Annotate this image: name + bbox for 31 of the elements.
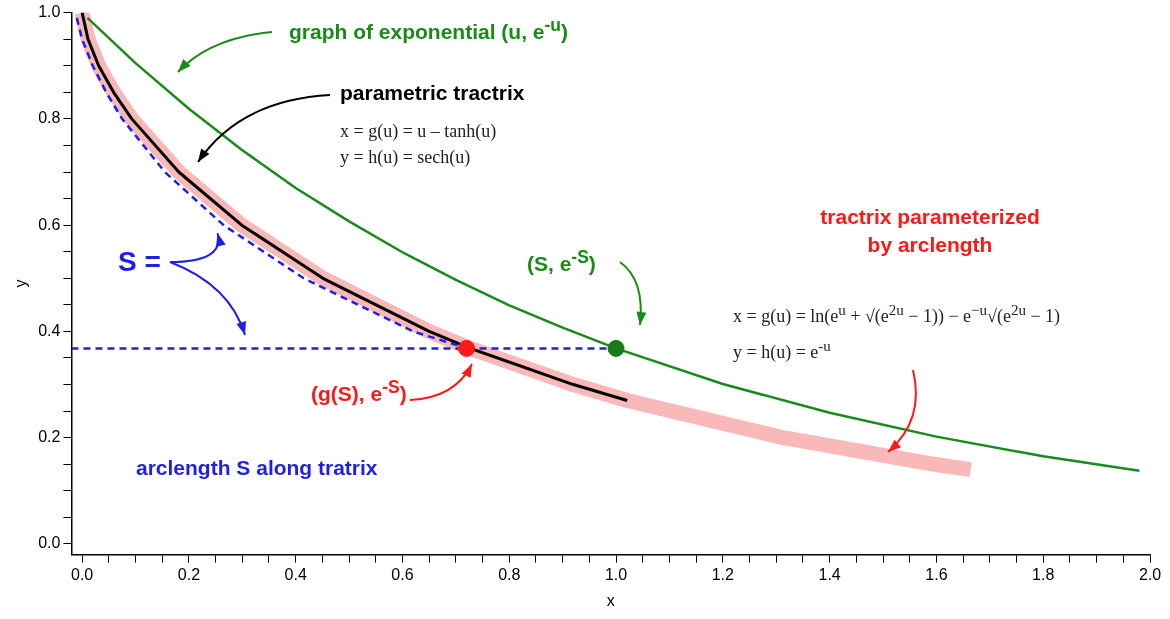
annotation: (g(S), e$^{-S}$)	[311, 377, 407, 406]
text: x = g(u) = ln(e$^{u}$ + √(e$^{2u}$ − 1)) − e$^{−u}$√(e$^{2u}$ − 1)	[733, 301, 1061, 326]
annotation: graph of exponential (u, e$^{-u}$)	[289, 15, 569, 44]
x-tick-label: 1.6	[925, 565, 948, 583]
x-tick-label: 1.4	[818, 565, 841, 583]
annotation: x = g(u) = u – tanh(u)	[340, 121, 497, 142]
y-tick-label: 0.0	[38, 534, 61, 552]
x-tick-label: 0.8	[498, 565, 521, 583]
x-tick-label: 0.2	[177, 565, 201, 583]
annotation: tractrix parameterized	[820, 205, 1040, 229]
y-tick-label: 0.6	[38, 215, 61, 233]
annotation: by arclength	[867, 233, 993, 257]
x-tick-label: 1.0	[604, 565, 628, 583]
x-tick-label: 0.0	[71, 565, 94, 583]
y-axis-title: y	[12, 279, 30, 288]
x-tick-label: 1.8	[1032, 565, 1055, 583]
annotation: y = h(u) = sech(u)	[340, 147, 471, 168]
x-tick-label: 0.6	[391, 565, 414, 583]
annotation: (S, e$^{-S}$)	[527, 247, 596, 276]
x-tick-label: 2.0	[1138, 565, 1162, 583]
y-tick-label: 0.8	[38, 109, 61, 127]
x-tick-label: 0.4	[284, 565, 307, 583]
annotation: arclength S along tratrix	[136, 456, 378, 480]
annotation: y = h(u) = e$^{-u}$	[733, 337, 831, 363]
x-axis-title: x	[606, 591, 615, 609]
y-tick-label: 0.2	[38, 428, 61, 446]
annotation: S =	[118, 245, 161, 278]
y-tick-label: 1.0	[38, 3, 61, 21]
y-tick-label: 0.4	[38, 321, 61, 339]
x-tick-label: 1.2	[711, 565, 735, 583]
annotation: parametric tractrix	[340, 81, 525, 105]
